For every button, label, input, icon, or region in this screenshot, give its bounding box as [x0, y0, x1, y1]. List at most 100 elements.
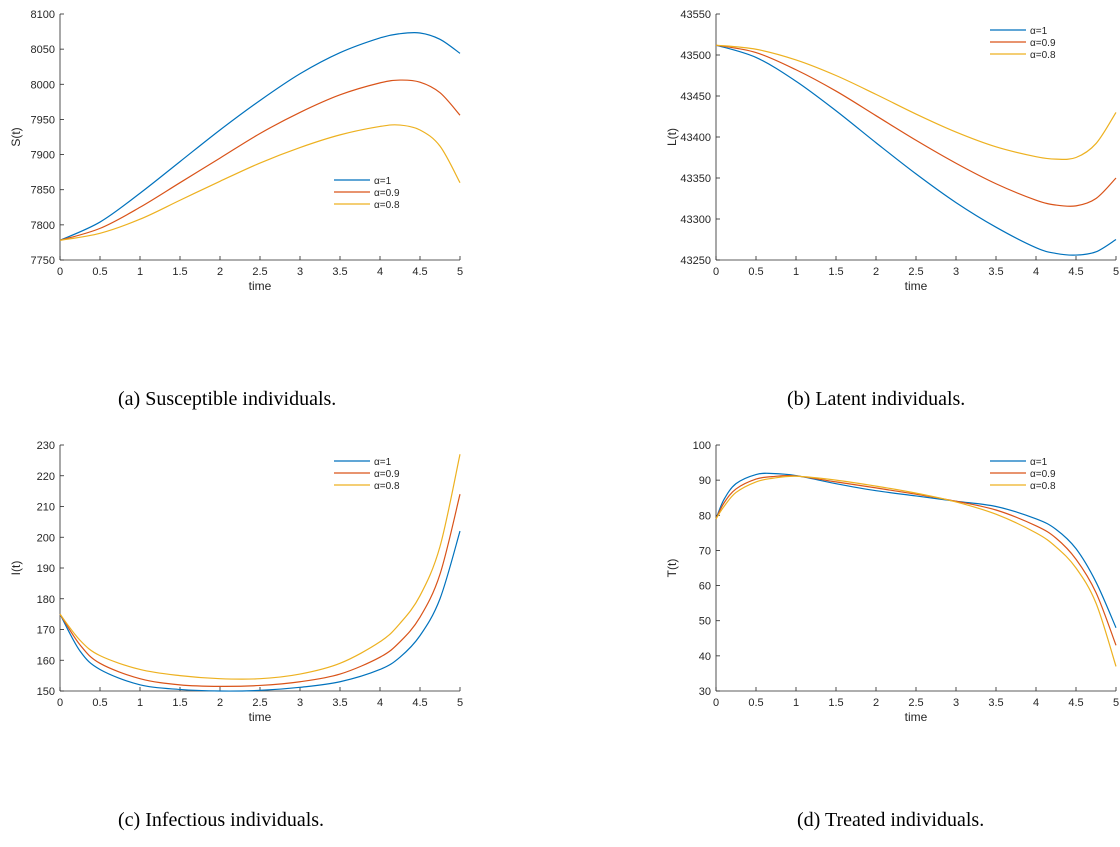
- caption-c: (c) Infectious individuals.: [118, 809, 325, 831]
- y-tick-label: 190: [37, 563, 55, 575]
- y-tick-label: 7900: [31, 150, 55, 162]
- series-line-1: [715, 44, 1117, 256]
- x-tick-label: 1: [793, 697, 799, 709]
- x-tick-label: 0.5: [748, 266, 763, 278]
- x-tick-label: 3: [297, 266, 303, 278]
- y-tick-label: 80: [699, 510, 711, 522]
- x-axis-label: time: [249, 710, 272, 724]
- x-tick-label: 2.5: [252, 697, 267, 709]
- x-tick-label: 5: [1113, 266, 1119, 278]
- x-tick-label: 1: [137, 697, 143, 709]
- x-tick-label: 3: [953, 697, 959, 709]
- x-tick-label: 2: [873, 266, 879, 278]
- series-line-3: [715, 44, 1117, 160]
- y-tick-label: 43450: [680, 91, 711, 103]
- legend-label-3: α=0.8: [374, 481, 400, 492]
- legend-label-2: α=0.9: [374, 188, 400, 199]
- x-tick-label: 4: [1033, 266, 1039, 278]
- legend-label-1: α=1: [1030, 26, 1048, 37]
- series-line-2: [715, 474, 1117, 646]
- x-tick-label: 3.5: [988, 266, 1003, 278]
- y-tick-label: 7750: [31, 255, 55, 267]
- y-tick-label: 40: [699, 651, 711, 663]
- x-tick-label: 4: [377, 266, 383, 278]
- legend-label-3: α=0.8: [1030, 481, 1056, 492]
- y-tick-label: 8100: [31, 9, 55, 21]
- caption-d: (d) Treated individuals.: [797, 809, 985, 831]
- y-axis-label: S(t): [9, 127, 23, 146]
- series-line-3: [59, 124, 461, 241]
- legend-label-2: α=0.9: [1030, 469, 1056, 480]
- x-tick-label: 5: [457, 697, 463, 709]
- x-tick-label: 0.5: [748, 697, 763, 709]
- x-tick-label: 4.5: [1068, 266, 1083, 278]
- x-tick-label: 4: [1033, 697, 1039, 709]
- y-tick-label: 8050: [31, 44, 55, 56]
- y-tick-label: 90: [699, 475, 711, 487]
- y-tick-label: 43550: [680, 9, 711, 21]
- y-tick-label: 170: [37, 625, 55, 637]
- series-line-1: [59, 530, 461, 692]
- series-line-1: [715, 472, 1117, 628]
- x-axis-label: time: [249, 279, 272, 293]
- series-line-2: [715, 44, 1117, 207]
- y-tick-label: 70: [699, 545, 711, 557]
- plot-area: [60, 14, 460, 260]
- x-tick-label: 4.5: [1068, 697, 1083, 709]
- legend-label-1: α=1: [1030, 457, 1048, 468]
- x-tick-label: 1.5: [172, 266, 187, 278]
- caption-a: (a) Susceptible individuals.: [118, 388, 337, 410]
- x-tick-label: 5: [1113, 697, 1119, 709]
- y-tick-label: 60: [699, 581, 711, 593]
- y-tick-label: 7850: [31, 185, 55, 197]
- x-tick-label: 2.5: [908, 266, 923, 278]
- x-tick-label: 3: [297, 697, 303, 709]
- x-tick-label: 3: [953, 266, 959, 278]
- panel-a-susceptible-chart: 0 0.5 1 1.5 2 2.5 3 3.5 4 4.5 5 7750 7800 7850 7900 795…: [9, 9, 463, 293]
- legend-label-2: α=0.9: [1030, 38, 1056, 49]
- y-axis-label: I(t): [9, 561, 23, 576]
- panel-d-treated-chart: 0 0.5 1 1.5 2 2.5 3 3.5 4 4.5 5 30 40 50 60 70 80 90 100 ti…: [665, 440, 1119, 724]
- x-tick-label: 2.5: [908, 697, 923, 709]
- series-line-2: [59, 79, 461, 241]
- y-tick-label: 210: [37, 502, 55, 514]
- panel-b-latent-chart: 0 0.5 1 1.5 2 2.5 3 3.5 4 4.5 5 43250 43300 43350 4340…: [665, 9, 1119, 293]
- x-tick-label: 2: [217, 697, 223, 709]
- x-tick-label: 0.5: [92, 697, 107, 709]
- x-tick-label: 2.5: [252, 266, 267, 278]
- x-tick-label: 2: [217, 266, 223, 278]
- x-tick-label: 1: [137, 266, 143, 278]
- y-tick-label: 43400: [680, 132, 711, 144]
- legend-label-1: α=1: [374, 176, 392, 187]
- plot-area: [716, 14, 1116, 260]
- series-line-1: [59, 31, 461, 241]
- y-tick-label: 8000: [31, 79, 55, 91]
- y-tick-label: 7800: [31, 220, 55, 232]
- x-tick-label: 3.5: [332, 266, 347, 278]
- caption-b: (b) Latent individuals.: [787, 388, 966, 410]
- x-tick-label: 4: [377, 697, 383, 709]
- x-tick-label: 1.5: [828, 266, 843, 278]
- x-tick-label: 0.5: [92, 266, 107, 278]
- y-tick-label: 43300: [680, 214, 711, 226]
- y-tick-label: 43500: [680, 50, 711, 62]
- y-tick-label: 43350: [680, 173, 711, 185]
- x-tick-label: 0: [57, 697, 63, 709]
- y-tick-label: 230: [37, 440, 55, 452]
- x-tick-label: 3.5: [988, 697, 1003, 709]
- x-tick-label: 1.5: [172, 697, 187, 709]
- x-tick-label: 4.5: [412, 266, 427, 278]
- legend-label-2: α=0.9: [374, 469, 400, 480]
- y-tick-label: 43250: [680, 255, 711, 267]
- x-tick-label: 1: [793, 266, 799, 278]
- series-line-3: [715, 475, 1117, 667]
- x-tick-label: 0: [57, 266, 63, 278]
- series-line-3: [59, 454, 461, 680]
- y-tick-label: 50: [699, 616, 711, 628]
- x-tick-label: 5: [457, 266, 463, 278]
- legend-label-3: α=0.8: [374, 200, 400, 211]
- y-axis-label: L(t): [665, 128, 679, 146]
- series-line-2: [59, 494, 461, 688]
- y-axis-label: T(t): [665, 559, 679, 578]
- legend-label-3: α=0.8: [1030, 50, 1056, 61]
